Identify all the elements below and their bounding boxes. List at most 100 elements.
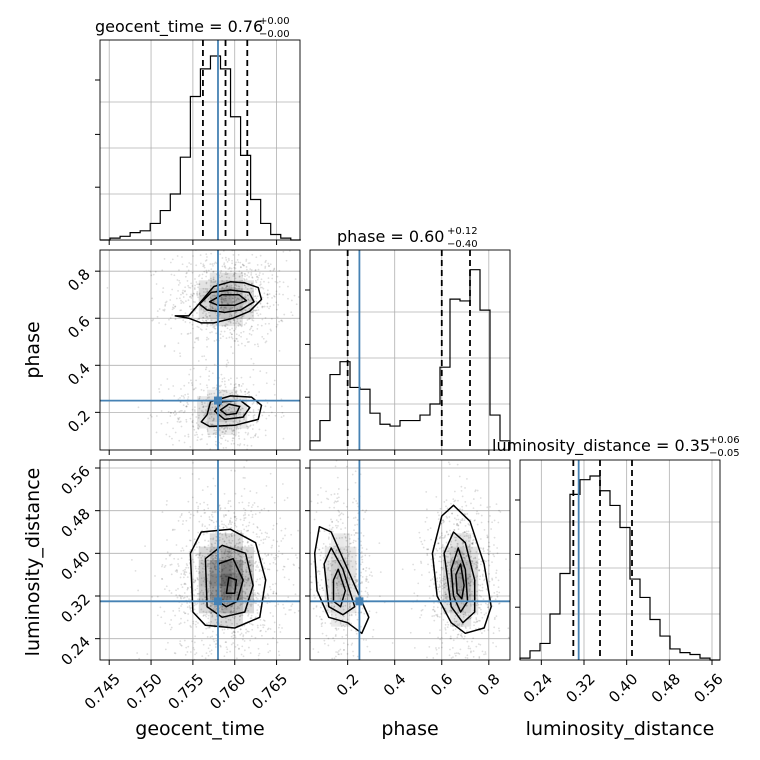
sample-point — [321, 587, 323, 590]
sample-point — [231, 555, 233, 558]
sample-point — [205, 259, 208, 261]
sample-point — [212, 608, 215, 610]
sample-point — [320, 551, 323, 554]
sample-point — [249, 603, 252, 606]
sample-point — [212, 477, 215, 480]
sample-point — [356, 585, 358, 588]
sample-point — [473, 624, 475, 627]
sample-point — [241, 274, 244, 277]
sample-point — [261, 305, 264, 308]
sample-point — [206, 288, 209, 290]
sample-point — [203, 264, 206, 267]
sample-point — [230, 428, 233, 430]
sample-point — [488, 545, 491, 548]
sample-point — [464, 524, 467, 527]
sample-point — [359, 563, 362, 566]
sample-point — [454, 561, 457, 563]
sample-point — [262, 273, 264, 275]
density-cell — [220, 280, 232, 288]
sample-point — [466, 640, 469, 643]
sample-point — [206, 527, 209, 530]
sample-point — [335, 549, 338, 552]
sample-point — [452, 629, 455, 632]
sample-point — [331, 669, 333, 671]
sample-point — [227, 618, 230, 621]
sample-point — [244, 301, 247, 304]
sample-point — [232, 322, 235, 325]
sample-point — [353, 575, 356, 578]
sample-point — [469, 575, 472, 578]
sample-point — [192, 581, 195, 583]
sample-point — [233, 516, 236, 519]
density-cell — [231, 287, 243, 296]
sample-point — [252, 523, 255, 526]
sample-point — [177, 284, 180, 286]
sample-point — [248, 332, 251, 335]
sample-point — [206, 579, 209, 582]
sample-point — [454, 567, 456, 570]
sample-point — [266, 296, 269, 299]
sample-point — [371, 635, 374, 638]
sample-point — [310, 563, 313, 565]
sample-point — [251, 403, 254, 405]
sample-point — [337, 663, 339, 665]
sample-point — [412, 563, 415, 566]
sample-point — [438, 514, 440, 517]
sample-point — [244, 545, 246, 548]
sample-point — [213, 567, 216, 570]
sample-point — [223, 306, 226, 309]
sample-point — [353, 497, 356, 500]
sample-point — [338, 594, 340, 597]
sample-point — [252, 593, 255, 596]
sample-point — [263, 596, 266, 598]
sample-point — [257, 345, 260, 348]
sample-point — [204, 300, 206, 303]
sample-point — [233, 550, 235, 553]
sample-point — [208, 523, 211, 526]
sample-point — [194, 565, 197, 568]
sample-point — [493, 591, 496, 594]
sample-point — [204, 511, 207, 514]
sample-point — [180, 512, 183, 515]
sample-point — [343, 648, 345, 651]
sample-point — [205, 319, 208, 322]
sample-point — [228, 267, 231, 270]
sample-point — [204, 596, 207, 599]
sample-point — [212, 638, 215, 641]
sample-point — [199, 503, 202, 505]
sample-point — [260, 597, 263, 600]
sample-point — [240, 376, 243, 379]
sample-point — [246, 392, 249, 395]
sample-point — [364, 590, 367, 593]
sample-point — [262, 663, 264, 665]
sample-point — [186, 398, 189, 401]
sample-point — [435, 495, 438, 498]
sample-point — [225, 608, 228, 610]
sample-point — [233, 534, 236, 537]
sample-point — [231, 532, 234, 535]
x-tick-label: 0.745 — [81, 670, 124, 713]
sample-point — [183, 571, 186, 574]
sample-point — [237, 538, 240, 541]
sample-point — [274, 280, 277, 283]
sample-point — [208, 626, 211, 629]
density-cell — [464, 573, 472, 587]
sample-point — [234, 545, 236, 548]
sample-point — [307, 403, 309, 405]
sample-point — [274, 582, 277, 585]
sample-point — [360, 551, 363, 554]
sample-point — [335, 592, 338, 595]
sample-point — [301, 580, 303, 582]
sample-point — [300, 621, 302, 623]
sample-point — [327, 644, 330, 647]
sample-point — [197, 505, 200, 508]
sample-point — [169, 411, 172, 414]
sample-point — [194, 635, 197, 638]
sample-point — [198, 274, 201, 276]
sample-point — [241, 638, 244, 641]
sample-point — [259, 283, 262, 286]
sample-point — [230, 314, 233, 317]
sample-point — [287, 297, 289, 300]
sample-point — [269, 649, 271, 652]
sample-point — [242, 635, 245, 638]
